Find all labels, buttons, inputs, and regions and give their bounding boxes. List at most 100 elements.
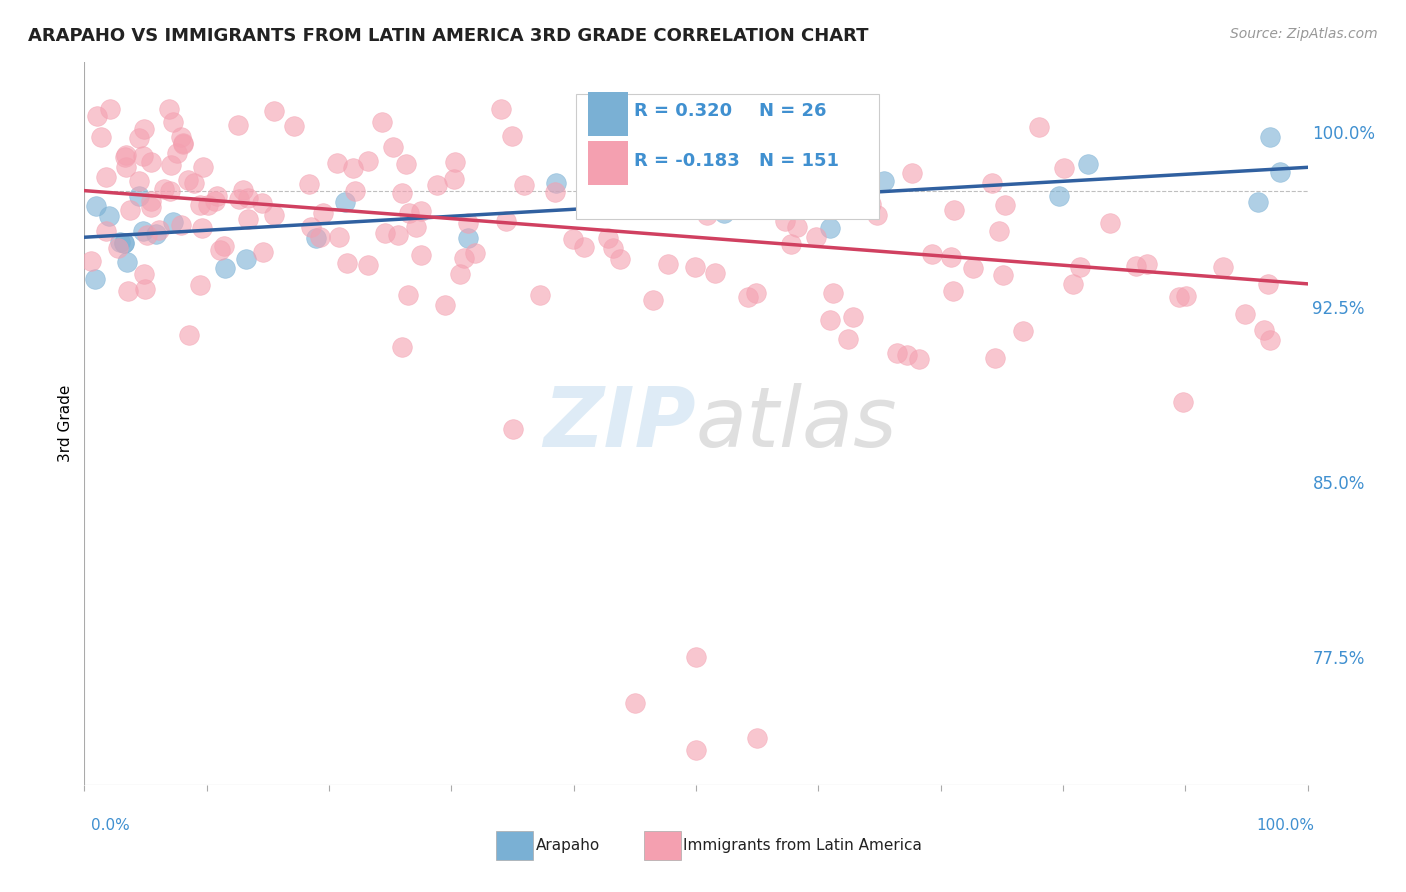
Point [602, 241, 624, 255]
Point [141, 200, 163, 214]
Point [157, 102, 180, 116]
Point [197, 198, 219, 212]
Point [177, 328, 200, 343]
Point [993, 268, 1015, 282]
Point [745, 286, 768, 301]
Point [908, 351, 931, 366]
Point [1258, 333, 1281, 347]
Point [132, 268, 155, 282]
Point [228, 193, 250, 207]
Point [371, 115, 394, 129]
Point [457, 231, 479, 245]
Point [169, 219, 191, 233]
Point [685, 649, 707, 664]
Point [1257, 277, 1279, 292]
Point [773, 214, 796, 228]
Point [1053, 161, 1076, 175]
Point [873, 174, 896, 188]
Point [128, 130, 150, 145]
Point [166, 146, 188, 161]
Point [1069, 260, 1091, 274]
Point [820, 221, 842, 235]
Point [304, 231, 326, 245]
Point [737, 197, 759, 211]
Point [96, 170, 118, 185]
Point [984, 351, 1007, 365]
Point [823, 286, 845, 301]
Point [896, 348, 918, 362]
Point [236, 211, 259, 226]
Point [804, 230, 827, 244]
Point [391, 186, 413, 200]
Point [263, 104, 285, 119]
Text: N = 26: N = 26 [759, 103, 827, 120]
Point [747, 731, 769, 746]
Point [252, 244, 274, 259]
Point [444, 154, 467, 169]
Point [115, 147, 138, 161]
Point [117, 284, 139, 298]
Point [453, 251, 475, 265]
Point [204, 194, 226, 209]
Point [941, 250, 963, 264]
Point [842, 310, 865, 324]
Text: Arapaho: Arapaho [536, 838, 600, 853]
Point [1253, 323, 1275, 337]
Point [309, 230, 332, 244]
Point [409, 248, 432, 262]
Point [464, 246, 486, 260]
Point [177, 173, 200, 187]
Point [942, 285, 965, 299]
Point [696, 208, 718, 222]
Point [381, 140, 404, 154]
Point [236, 191, 259, 205]
Text: R = 0.320: R = 0.320 [634, 103, 733, 120]
Point [387, 228, 409, 243]
Point [866, 208, 889, 222]
Point [758, 187, 780, 202]
Point [162, 115, 184, 129]
Point [685, 743, 707, 757]
Point [1212, 260, 1234, 274]
Point [160, 158, 183, 172]
Point [901, 166, 924, 180]
Point [596, 231, 619, 245]
Point [90, 129, 112, 144]
Point [336, 256, 359, 270]
Point [641, 293, 664, 308]
Point [501, 129, 523, 144]
Point [97, 209, 120, 223]
Point [457, 216, 479, 230]
Point [751, 161, 773, 176]
Point [357, 153, 380, 168]
Point [250, 196, 273, 211]
Point [886, 346, 908, 360]
Point [685, 260, 707, 274]
Point [1077, 157, 1099, 171]
Text: ARAPAHO VS IMMIGRANTS FROM LATIN AMERICA 3RD GRADE CORRELATION CHART: ARAPAHO VS IMMIGRANTS FROM LATIN AMERICA… [28, 27, 869, 45]
Point [546, 176, 568, 190]
Point [357, 258, 380, 272]
Point [79, 254, 101, 268]
Point [299, 219, 322, 234]
Point [609, 252, 631, 267]
Point [942, 202, 965, 217]
Point [1047, 188, 1070, 202]
Point [1062, 277, 1084, 291]
Point [128, 189, 150, 203]
Point [84, 199, 107, 213]
Point [1258, 129, 1281, 144]
Text: atlas: atlas [696, 384, 897, 464]
Point [141, 155, 163, 169]
Point [374, 226, 396, 240]
Point [342, 161, 364, 176]
Point [489, 102, 512, 116]
Text: Immigrants from Latin America: Immigrants from Latin America [683, 838, 922, 853]
Point [624, 697, 647, 711]
Point [434, 298, 457, 312]
Text: R = -0.183: R = -0.183 [634, 152, 740, 169]
Point [86, 110, 108, 124]
Point [131, 149, 153, 163]
Point [162, 215, 184, 229]
Point [344, 184, 367, 198]
